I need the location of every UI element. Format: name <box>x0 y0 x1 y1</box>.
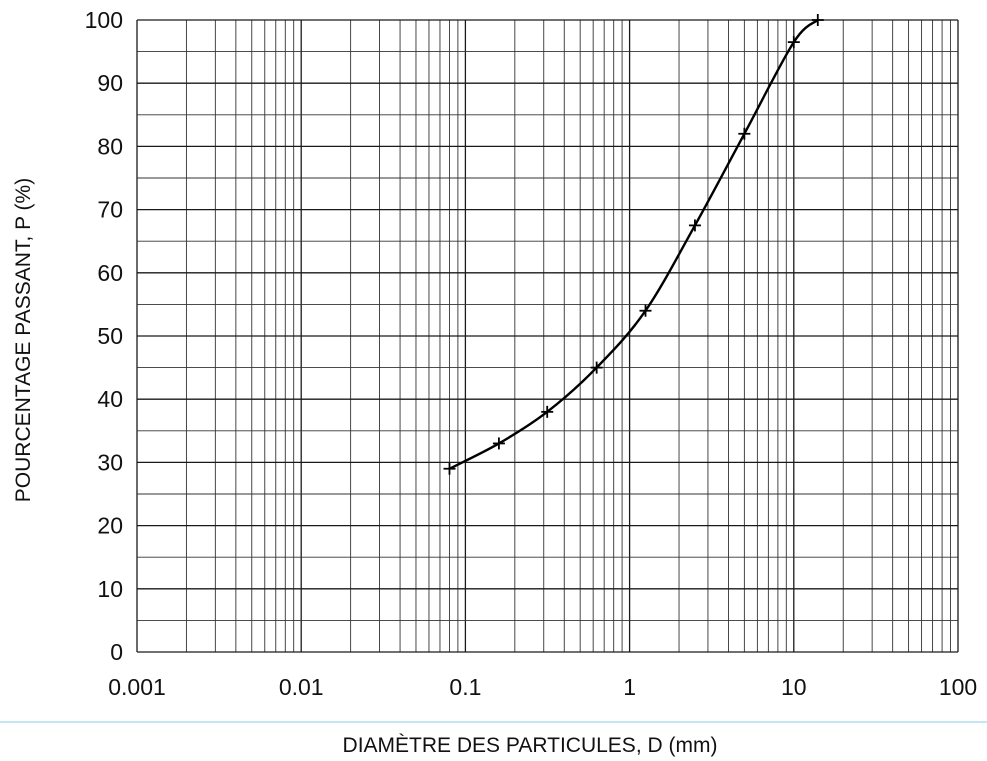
series-group <box>443 14 824 475</box>
x-tick-label: 0.01 <box>279 674 324 700</box>
x-tick-label: 1 <box>623 674 636 700</box>
grid <box>136 19 959 653</box>
y-tick-label: 0 <box>110 639 123 665</box>
x-tick-label: 0.1 <box>449 674 481 700</box>
data-point-marker <box>787 36 800 49</box>
series-line <box>448 19 819 470</box>
y-tick-label: 60 <box>97 260 123 286</box>
data-point-marker <box>443 462 456 475</box>
y-axis-title: POURCENTAGE PASSANT, P (%) <box>12 178 35 502</box>
y-tick-label: 10 <box>97 576 123 602</box>
y-tick-label: 100 <box>85 7 123 33</box>
y-tick-label: 50 <box>97 323 123 349</box>
x-tick-label: 100 <box>939 674 977 700</box>
y-tick-label: 70 <box>97 197 123 223</box>
data-point-marker <box>811 14 824 26</box>
x-tick-labels: 0.001 0.01 0.1 1 10 100 <box>108 674 977 700</box>
x-tick-label: 0.001 <box>108 674 166 700</box>
data-point-marker <box>541 405 554 418</box>
data-point-marker <box>688 219 701 232</box>
x-tick-label: 10 <box>781 674 807 700</box>
data-point-marker <box>590 361 603 374</box>
x-axis-title: DIAMÈTRE DES PARTICULES, D (mm) <box>343 734 718 757</box>
y-tick-label: 20 <box>97 513 123 539</box>
y-tick-label: 40 <box>97 386 123 412</box>
data-point-marker <box>492 437 505 450</box>
data-point-marker <box>639 304 652 317</box>
y-tick-labels: 0 10 20 30 40 50 60 70 80 90 100 <box>85 7 123 665</box>
data-point-marker <box>738 127 751 140</box>
y-tick-label: 80 <box>97 133 123 159</box>
y-tick-label: 90 <box>97 70 123 96</box>
y-tick-label: 30 <box>97 449 123 475</box>
